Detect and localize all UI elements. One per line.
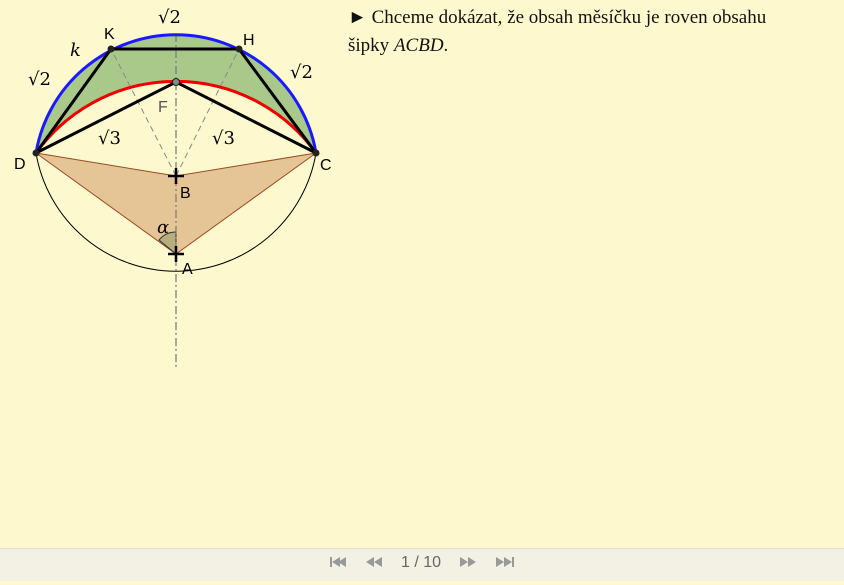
label: √3 xyxy=(98,128,121,149)
label: √2 xyxy=(158,7,181,28)
label: √3 xyxy=(212,128,235,149)
diagram: K H F D C B A k α √2 √2 √2 √3 √3 xyxy=(14,7,332,368)
angle-mark xyxy=(158,231,177,256)
point-label: F xyxy=(158,99,168,116)
point-label: A xyxy=(182,261,193,278)
label: √2 xyxy=(290,62,313,83)
text: . xyxy=(443,35,449,56)
label: √2 xyxy=(28,69,51,90)
first-button[interactable] xyxy=(330,557,346,567)
dashed-line xyxy=(175,48,240,177)
dashed-line xyxy=(110,48,177,177)
crosses xyxy=(168,168,184,262)
trapezoid xyxy=(34,47,318,154)
page-indicator: 1 / 10 xyxy=(401,554,441,571)
text: Chceme dokázat, že obsah měsíčku je rove… xyxy=(348,7,767,56)
label: α xyxy=(157,217,169,238)
last-button[interactable] xyxy=(496,557,514,567)
next-button[interactable] xyxy=(460,557,476,567)
point-label: K xyxy=(104,26,115,43)
lune xyxy=(36,34,316,153)
point-label: B xyxy=(180,185,191,202)
arc-k xyxy=(34,33,318,154)
label: k xyxy=(70,40,81,61)
text-emphasis: ACBD xyxy=(393,35,444,56)
navigation-bar: 1 / 10 xyxy=(0,548,844,581)
point-label: C xyxy=(320,157,332,174)
bullet: ► xyxy=(348,7,367,28)
point-label: D xyxy=(14,156,26,173)
points xyxy=(32,45,320,157)
point-label: H xyxy=(243,32,255,49)
circle-lower xyxy=(35,152,317,272)
statement: ► Chceme dokázat, že obsah měsíčku je ro… xyxy=(348,4,798,60)
nav-icons: 1 / 10 xyxy=(330,554,514,571)
prev-button[interactable] xyxy=(366,557,382,567)
